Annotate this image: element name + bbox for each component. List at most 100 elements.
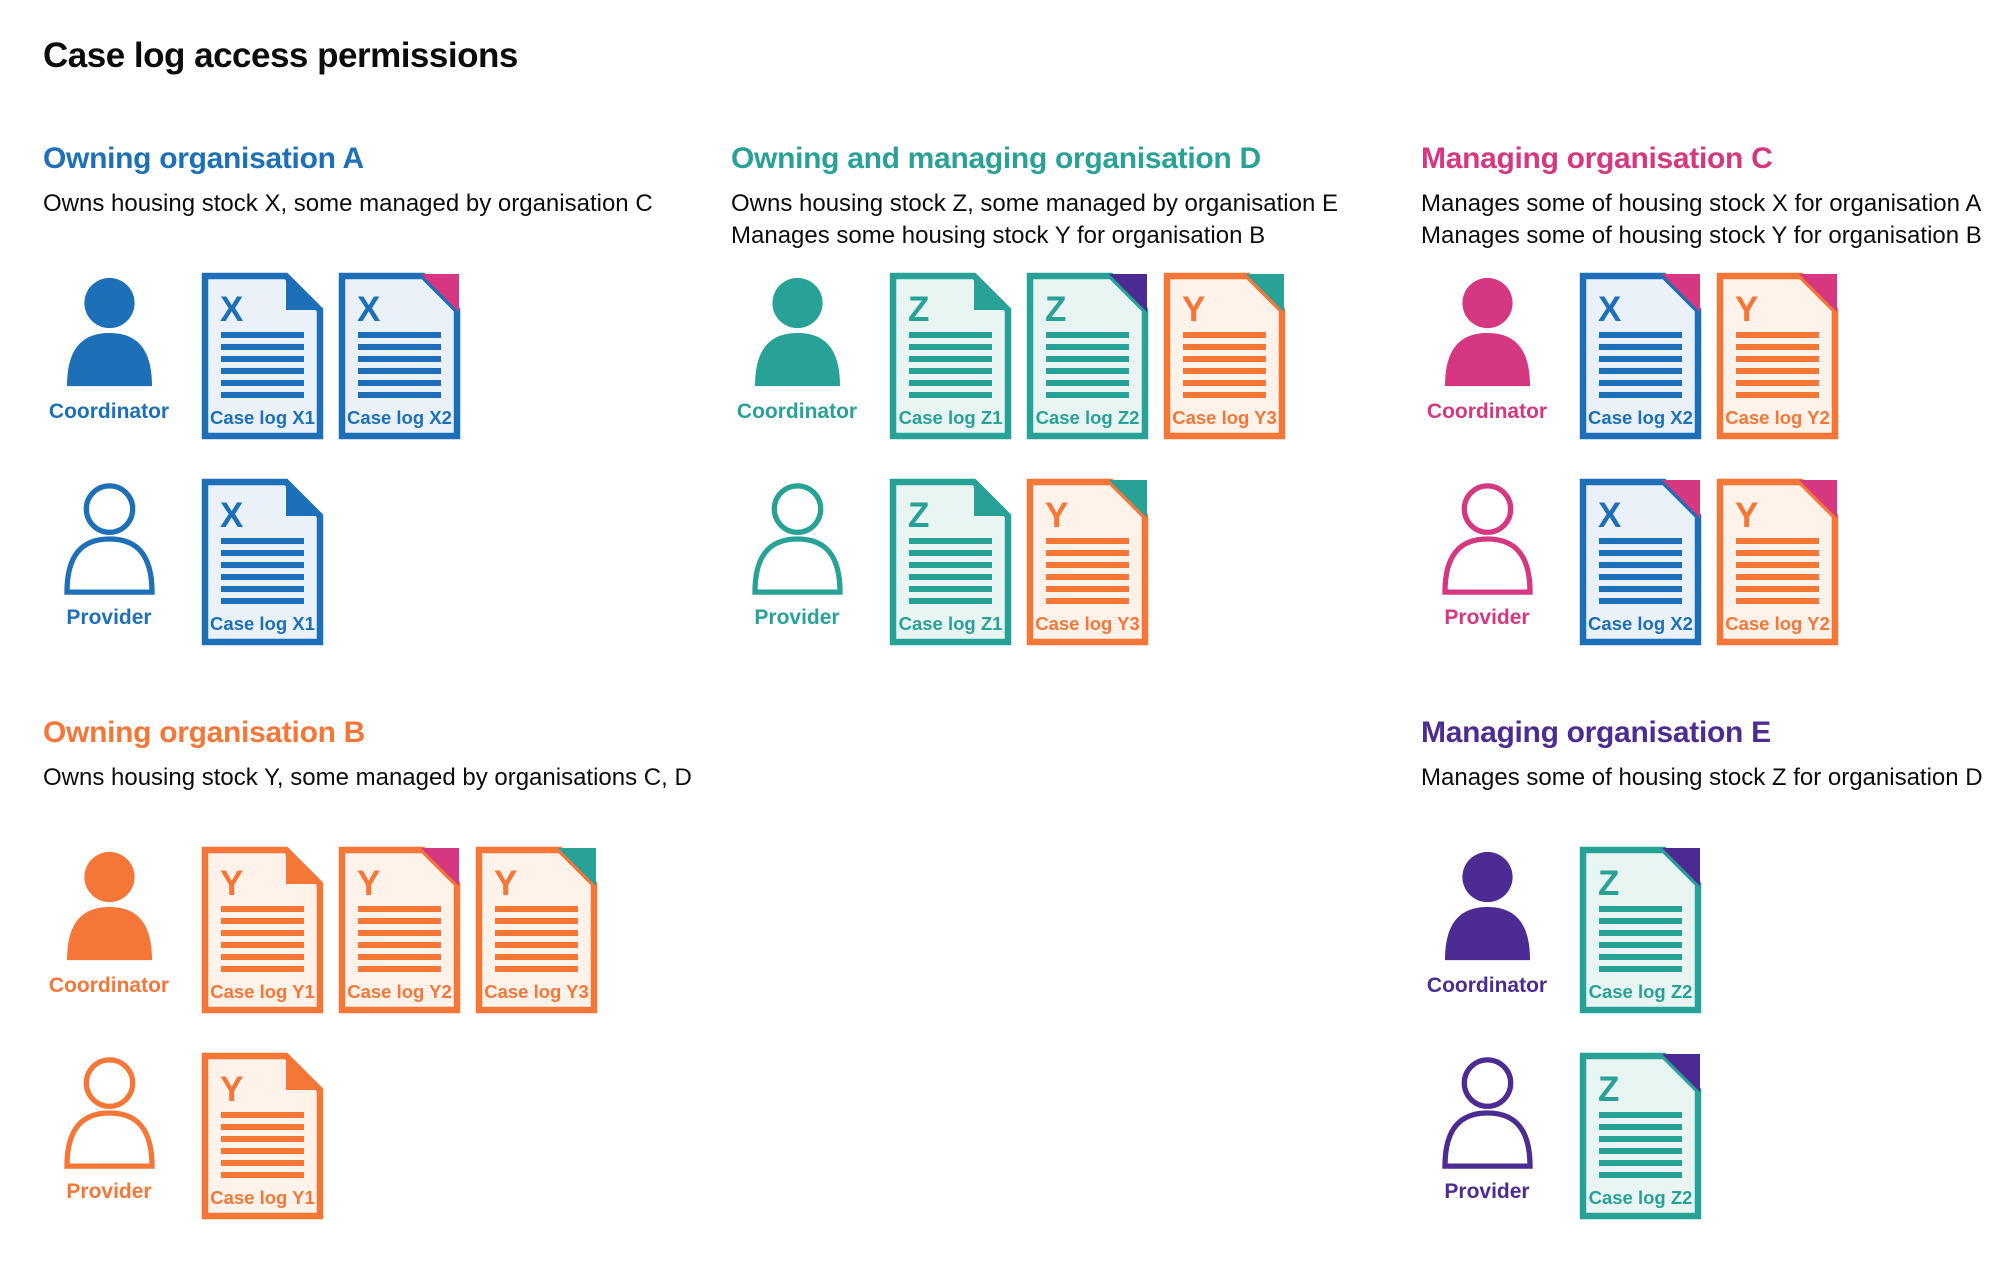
org-rows: Coordinator Y Case log Y1 Y Case log Y2 Y Case… bbox=[43, 846, 703, 1220]
person-body bbox=[63, 536, 155, 595]
doc-stock-letter: X bbox=[1598, 290, 1622, 329]
person-head bbox=[83, 483, 135, 535]
org-description: Owns housing stock Z, some managed by or… bbox=[731, 188, 1391, 254]
org-description-line: Owns housing stock Z, some managed by or… bbox=[731, 190, 1338, 217]
case-log-doc: Y Case log Y3 bbox=[1163, 272, 1286, 440]
case-log-docs: Z Case log Z2 bbox=[1579, 1052, 1702, 1220]
case-log-docs: Z Case log Z1 Y Case log Y3 bbox=[889, 478, 1149, 646]
case-log-document-icon: Y Case log Y3 bbox=[1163, 272, 1286, 440]
role-label: Coordinator bbox=[1426, 974, 1548, 997]
doc-stock-letter: Y bbox=[220, 1070, 243, 1109]
role-label: Provider bbox=[754, 606, 840, 629]
role-row-coordinator: Coordinator Z Case log Z1 Z Case log Z2 Y Case… bbox=[731, 272, 1391, 440]
doc-stock-letter: Y bbox=[357, 864, 380, 903]
case-log-document-icon: X Case log X1 bbox=[201, 272, 324, 440]
role-row-provider: Provider X Case log X2 Y Case log Y2 bbox=[1421, 478, 2000, 646]
case-log-doc: Z Case log Z2 bbox=[1579, 846, 1702, 1014]
person-body bbox=[1444, 333, 1530, 387]
folded-corner-icon bbox=[558, 848, 596, 886]
case-log-docs: Z Case log Z2 bbox=[1579, 846, 1702, 1014]
folded-corner-icon bbox=[286, 276, 320, 310]
person-body bbox=[751, 536, 843, 595]
org-description-line: Manages some of housing stock X for orga… bbox=[1421, 190, 1982, 217]
role-row-coordinator: Coordinator Z Case log Z2 bbox=[1421, 846, 2000, 1014]
doc-label: Case log Y1 bbox=[210, 981, 315, 1002]
person-outline-icon bbox=[63, 483, 155, 595]
folded-corner-icon bbox=[1109, 274, 1147, 312]
person-head bbox=[1461, 483, 1513, 535]
folded-corner-icon bbox=[1662, 848, 1700, 886]
person-head bbox=[83, 277, 135, 329]
org-description: Manages some of housing stock Z for orga… bbox=[1421, 762, 2000, 828]
person-head bbox=[771, 483, 823, 535]
person-body bbox=[66, 333, 152, 387]
org-heading: Owning organisation B bbox=[43, 716, 366, 749]
case-log-document-icon: Z Case log Z2 bbox=[1026, 272, 1149, 440]
case-log-document-icon: X Case log X1 bbox=[201, 478, 324, 646]
folded-corner-icon bbox=[1662, 1054, 1700, 1092]
role-row-coordinator: Coordinator X Case log X1 X Case log X2 bbox=[43, 272, 703, 440]
case-log-doc: X Case log X2 bbox=[1579, 478, 1702, 646]
case-log-docs: X Case log X2 Y Case log Y2 bbox=[1579, 478, 1839, 646]
person-outline-icon bbox=[1441, 483, 1533, 595]
doc-stock-letter: Z bbox=[1598, 1070, 1619, 1109]
folded-corner-icon bbox=[1662, 274, 1700, 312]
folded-corner-icon bbox=[974, 482, 1008, 516]
org-section-org-d: Owning and managing organisation D Owns h… bbox=[731, 142, 1391, 684]
case-log-doc: X Case log X1 bbox=[201, 272, 324, 440]
doc-stock-letter: Y bbox=[1182, 290, 1205, 329]
case-log-document-icon: Y Case log Y3 bbox=[1026, 478, 1149, 646]
folded-corner-icon bbox=[1799, 274, 1837, 312]
org-description-line: Manages some housing stock Y for organis… bbox=[731, 222, 1266, 249]
doc-stock-letter: Z bbox=[908, 496, 929, 535]
person-head bbox=[1461, 851, 1513, 903]
role-label: Provider bbox=[1444, 1180, 1530, 1203]
folded-corner-icon bbox=[1799, 480, 1837, 518]
folded-corner-icon bbox=[1109, 480, 1147, 518]
case-log-document-icon: Y Case log Y2 bbox=[1716, 478, 1839, 646]
provider-person: Provider bbox=[1421, 1052, 1553, 1204]
doc-label: Case log X2 bbox=[347, 407, 452, 428]
case-log-document-icon: Z Case log Z1 bbox=[889, 478, 1012, 646]
case-log-document-icon: X Case log X2 bbox=[1579, 272, 1702, 440]
coordinator-person: Coordinator bbox=[43, 272, 175, 424]
org-rows: Coordinator X Case log X2 Y Case log Y2 Provi… bbox=[1421, 272, 2000, 646]
role-row-coordinator: Coordinator Y Case log Y1 Y Case log Y2 Y Case… bbox=[43, 846, 703, 1014]
org-section-org-b: Owning organisation B Owns housing stock … bbox=[43, 716, 703, 1258]
person-head bbox=[771, 277, 823, 329]
doc-stock-letter: X bbox=[220, 290, 244, 329]
person-body bbox=[754, 333, 840, 387]
case-log-document-icon: X Case log X2 bbox=[338, 272, 461, 440]
case-log-document-icon: Y Case log Y2 bbox=[1716, 272, 1839, 440]
folded-corner-icon bbox=[286, 482, 320, 516]
case-log-doc: Y Case log Y2 bbox=[1716, 272, 1839, 440]
role-row-provider: Provider Z Case log Z2 bbox=[1421, 1052, 2000, 1220]
case-log-docs: X Case log X1 bbox=[201, 478, 324, 646]
role-row-coordinator: Coordinator X Case log X2 Y Case log Y2 bbox=[1421, 272, 2000, 440]
role-row-provider: Provider Y Case log Y1 bbox=[43, 1052, 703, 1220]
doc-stock-letter: Y bbox=[494, 864, 517, 903]
org-rows: Coordinator X Case log X1 X Case log X2 Provi… bbox=[43, 272, 703, 646]
doc-label: Case log Z2 bbox=[1036, 407, 1140, 428]
coordinator-person: Coordinator bbox=[731, 272, 863, 424]
org-description: Manages some of housing stock X for orga… bbox=[1421, 188, 2000, 254]
coordinator-person: Coordinator bbox=[1421, 272, 1553, 424]
org-section-org-a: Owning organisation A Owns housing stock … bbox=[43, 142, 703, 684]
person-filled-icon bbox=[66, 277, 152, 387]
person-head bbox=[1461, 277, 1513, 329]
case-log-doc: X Case log X1 bbox=[201, 478, 324, 646]
person-filled-icon bbox=[754, 277, 840, 387]
person-outline-icon bbox=[751, 483, 843, 595]
doc-stock-letter: X bbox=[220, 496, 244, 535]
case-log-document-icon: Z Case log Z2 bbox=[1579, 846, 1702, 1014]
org-description-line: Owns housing stock Y, some managed by or… bbox=[43, 764, 692, 791]
folded-corner-icon bbox=[286, 1056, 320, 1090]
org-description-line: Owns housing stock X, some managed by or… bbox=[43, 190, 653, 217]
case-log-document-icon: Z Case log Z2 bbox=[1579, 1052, 1702, 1220]
page-title: Case log access permissions bbox=[43, 36, 518, 75]
case-log-document-icon: X Case log X2 bbox=[1579, 478, 1702, 646]
org-heading: Managing organisation E bbox=[1421, 716, 1771, 749]
person-body bbox=[63, 1110, 155, 1169]
role-label: Provider bbox=[1444, 606, 1530, 629]
provider-person: Provider bbox=[1421, 478, 1553, 630]
